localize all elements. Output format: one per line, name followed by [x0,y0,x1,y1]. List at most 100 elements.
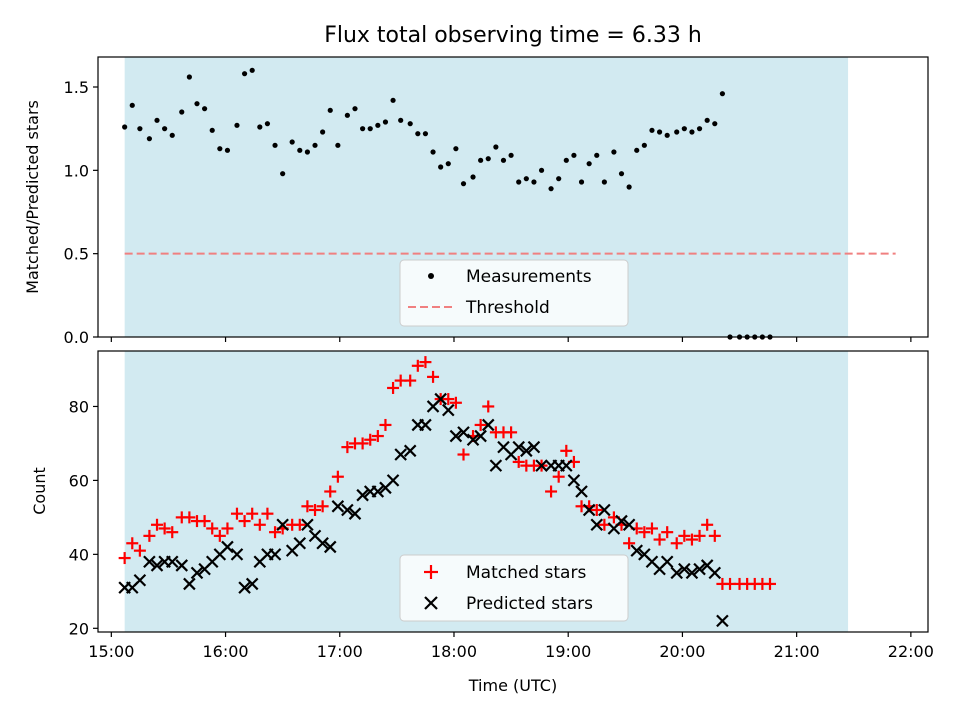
matched-star-point [482,400,495,413]
measurement-point [594,152,600,158]
predicted-star-stroke-b [535,459,548,472]
predicted-star-stroke-b [441,403,455,417]
predicted-star-stroke-b [221,540,234,554]
predicted-star-stroke-b [685,566,699,580]
predicted-star-stroke-b [190,566,204,580]
predicted-star-point [394,448,407,461]
measurement-point [601,179,607,185]
matched-star-point [701,518,714,531]
predicted-star-stroke-b [276,518,289,532]
predicted-star-stroke-b [670,566,683,580]
predicted-star-stroke-b [316,536,329,550]
matched-star-point [474,418,487,431]
matched-star-point [512,455,525,468]
predicted-star-stroke-b [165,555,179,569]
matched-star-point [371,430,384,443]
measurement-point [430,149,436,155]
y-tick-label: 1.5 [64,78,89,97]
measurement-point [422,131,429,137]
predicted-star-point [331,500,345,513]
predicted-star-stroke-b [323,540,337,554]
matched-star-point [505,426,518,439]
predicted-star-stroke-b [582,503,596,517]
y-tick-label: 80 [69,397,89,416]
measurement-point [297,147,303,153]
predicted-star-stroke-b [143,555,156,569]
matched-star-point [143,529,156,542]
predicted-star-stroke-b [678,562,691,576]
measurement-point [327,107,333,113]
measurement-point [445,161,451,167]
measurement-point [704,117,710,123]
predicted-star-point [230,548,244,561]
matched-star-point [457,448,470,461]
predicted-star-point [670,566,683,580]
bottom-x-axis-label: Time (UTC) [468,676,557,695]
predicted-star-point [190,566,204,580]
predicted-star-point [441,403,455,417]
measurement-point [390,97,396,103]
predicted-star-point [716,614,729,628]
measurement-point [664,132,670,138]
measurement-point [360,126,366,132]
predicted-star-stroke-b [700,559,714,572]
measurement-point [162,126,168,132]
measurement-point [712,121,718,127]
matched-star-point [678,529,691,542]
measurement-point [674,129,680,135]
predicted-star-stroke-b [497,440,510,454]
predicted-star-stroke-b [183,577,196,591]
measurement-point [641,142,647,148]
matched-star-point [645,522,658,535]
measurement-point [367,126,373,132]
matched-star-point [411,359,424,372]
measurement-point [304,149,311,155]
predicted-star-point [403,444,417,458]
predicted-star-stroke-b [386,474,400,487]
predicted-star-stroke-b [403,444,417,458]
measurement-point [556,176,562,182]
predicted-star-stroke-b [457,426,470,439]
predicted-star-stroke-b [230,548,244,561]
measurement-point [460,181,467,187]
y-tick-label: 40 [69,545,89,564]
predicted-star-stroke-b [622,518,636,532]
predicted-star-point [590,518,604,532]
measurement-point [656,129,663,135]
measurement-point [398,117,404,123]
predicted-star-stroke-b [245,577,259,591]
predicted-star-point [489,459,503,472]
predicted-star-point [276,518,289,532]
bottom-legend: Matched stars Predicted stars [399,554,629,622]
matched-star-point [356,437,369,450]
matched-star-point [118,552,131,565]
measurement-point [146,136,152,142]
bottom-x-axis: 15:00 16:00 17:00 18:00 19:00 20:00 21:00 22:00 [88,632,934,661]
matched-star-point [166,526,179,539]
predicted-star-point [316,536,329,550]
matched-star-point [301,500,314,513]
matched-star-point [364,433,377,446]
measurement-point [202,106,208,112]
matched-star-point [693,529,706,542]
predicted-star-stroke-b [301,518,314,532]
measurement-point [154,117,160,123]
measurement-point [470,174,476,180]
predicted-star-point [221,540,234,554]
measurement-point [531,179,537,185]
y-tick-label: 0.0 [64,328,89,347]
y-tick-label: 0.5 [64,245,89,264]
measurement-point [493,144,499,150]
predicted-star-stroke-b [716,614,729,628]
predicted-star-stroke-b [293,536,307,550]
measurement-point [241,71,248,77]
matched-star-point [269,526,282,539]
measurement-point [478,157,484,163]
predicted-star-stroke-b [371,485,385,498]
matched-star-point [238,515,251,528]
predicted-star-point [457,426,470,439]
legend-predicted-marker [424,596,438,610]
top-legend-box [399,259,629,327]
predicted-star-stroke-b [481,418,495,432]
predicted-star-point [512,440,525,454]
